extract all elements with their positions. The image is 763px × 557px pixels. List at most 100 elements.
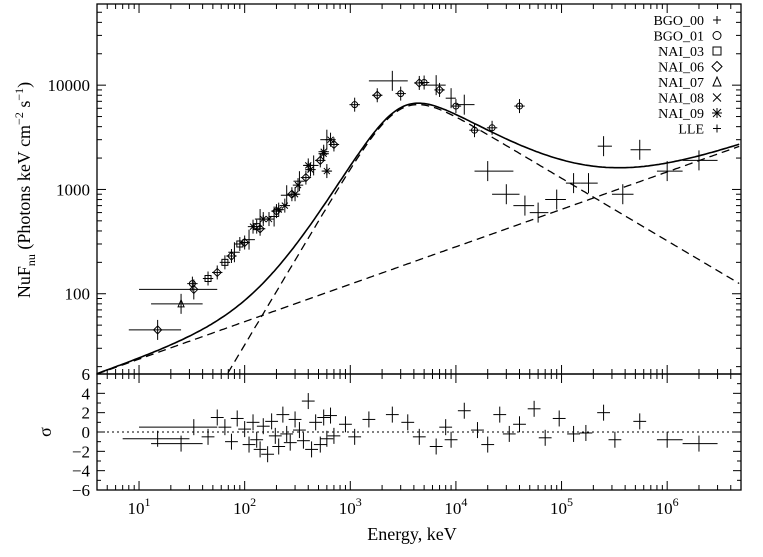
legend-label: NAI_09: [658, 107, 704, 122]
legend-label: NAI_08: [658, 92, 704, 107]
data-point: [247, 219, 259, 234]
data-point: [372, 88, 383, 103]
data-point: [292, 178, 304, 193]
residual-point: [429, 438, 443, 455]
residual-point: [268, 427, 282, 444]
data-points: [128, 70, 718, 340]
asterisk-marker: [291, 190, 300, 199]
residual-point: [250, 431, 264, 448]
square-marker: [221, 258, 229, 266]
legend-label: BGO_00: [653, 14, 704, 29]
series-bgo-01: [187, 75, 525, 291]
data-point: [682, 150, 718, 171]
residual-point: [493, 406, 507, 423]
residual-point: [385, 406, 399, 423]
residual-point: [309, 414, 323, 431]
residual-point: [320, 430, 334, 447]
data-point: [492, 184, 520, 205]
legend-item-lle: LLE: [678, 123, 721, 138]
asterisk-marker: [322, 167, 331, 176]
asterisk-marker: [319, 149, 328, 158]
x-axis-label: Energy, keV: [367, 524, 456, 544]
data-point: [128, 319, 182, 340]
data-point: [513, 195, 535, 216]
data-point: [279, 198, 291, 213]
residual-point: [283, 434, 297, 451]
residual-tick-label: −2: [72, 442, 90, 461]
circle-marker: [351, 101, 359, 109]
data-point: [242, 229, 255, 250]
residual-tick-label: −4: [72, 462, 91, 481]
residual-point: [246, 414, 260, 431]
residual-point: [301, 393, 315, 410]
power-law-component-curve: [96, 145, 740, 375]
residual-point: [457, 402, 471, 419]
data-point: [545, 189, 566, 210]
y-axis-label: NuFnu (Photons keV cm−2 s−1): [12, 82, 38, 298]
residual-point: [324, 407, 337, 424]
data-point: [263, 212, 275, 227]
residual-point: [597, 404, 610, 421]
data-point: [151, 293, 203, 314]
residual-point: [139, 419, 218, 436]
data-point: [656, 161, 683, 182]
residual-point: [412, 428, 426, 445]
residual-point: [552, 410, 566, 427]
residual-point: [317, 409, 331, 426]
residual-point: [293, 422, 306, 439]
residual-point: [230, 410, 244, 427]
diamond-marker: [212, 267, 222, 278]
legend-label: NAI_07: [658, 76, 704, 91]
residual-point: [253, 441, 267, 458]
data-point: [300, 170, 312, 185]
residual-point: [481, 436, 495, 453]
data-point: [450, 99, 462, 114]
residual-tick-label: 2: [82, 404, 91, 423]
legend-label: BGO_01: [653, 30, 704, 45]
circle-marker: [516, 102, 524, 110]
residual-point: [439, 419, 453, 436]
series-bgo-00: [228, 70, 651, 263]
residual-point: [242, 436, 256, 453]
diamond-marker: [255, 224, 265, 234]
residual-point: [297, 432, 310, 449]
diamond-marker: [301, 172, 311, 183]
x-tick-label: 104: [444, 495, 467, 518]
x-tick-label: 105: [550, 495, 573, 518]
residual-point: [210, 409, 224, 426]
triangle-legend-icon: [712, 75, 722, 87]
data-point: [445, 88, 456, 109]
x-tick-label: 106: [656, 495, 679, 518]
residual-point: [238, 421, 252, 438]
x-tick-label: 101: [128, 495, 151, 518]
legend-item-nai-07: NAI_07: [658, 75, 722, 91]
x-tick-label: 102: [233, 495, 256, 518]
residual-tick-label: 4: [82, 384, 91, 403]
residual-point: [201, 428, 215, 445]
data-point: [269, 206, 279, 227]
plus-legend-icon: [713, 124, 721, 133]
data-point: [228, 242, 240, 263]
residual-point: [502, 425, 516, 442]
data-point: [565, 173, 581, 194]
data-point: [514, 99, 525, 114]
data-point: [289, 187, 301, 202]
data-point: [273, 202, 284, 217]
residual-point: [276, 406, 290, 423]
legend-item-nai-08: NAI_08: [658, 92, 722, 107]
residual-point: [265, 413, 279, 430]
legend-label: NAI_06: [658, 61, 704, 76]
diamond-marker: [152, 325, 163, 335]
data-point: [318, 146, 329, 161]
data-point: [597, 136, 612, 157]
data-point: [486, 120, 498, 135]
residual-points: [122, 393, 718, 463]
data-point: [219, 255, 231, 270]
circle-marker: [397, 90, 405, 98]
asterisk-marker: [274, 205, 283, 214]
series-lle: [656, 150, 718, 182]
data-point: [202, 271, 214, 286]
